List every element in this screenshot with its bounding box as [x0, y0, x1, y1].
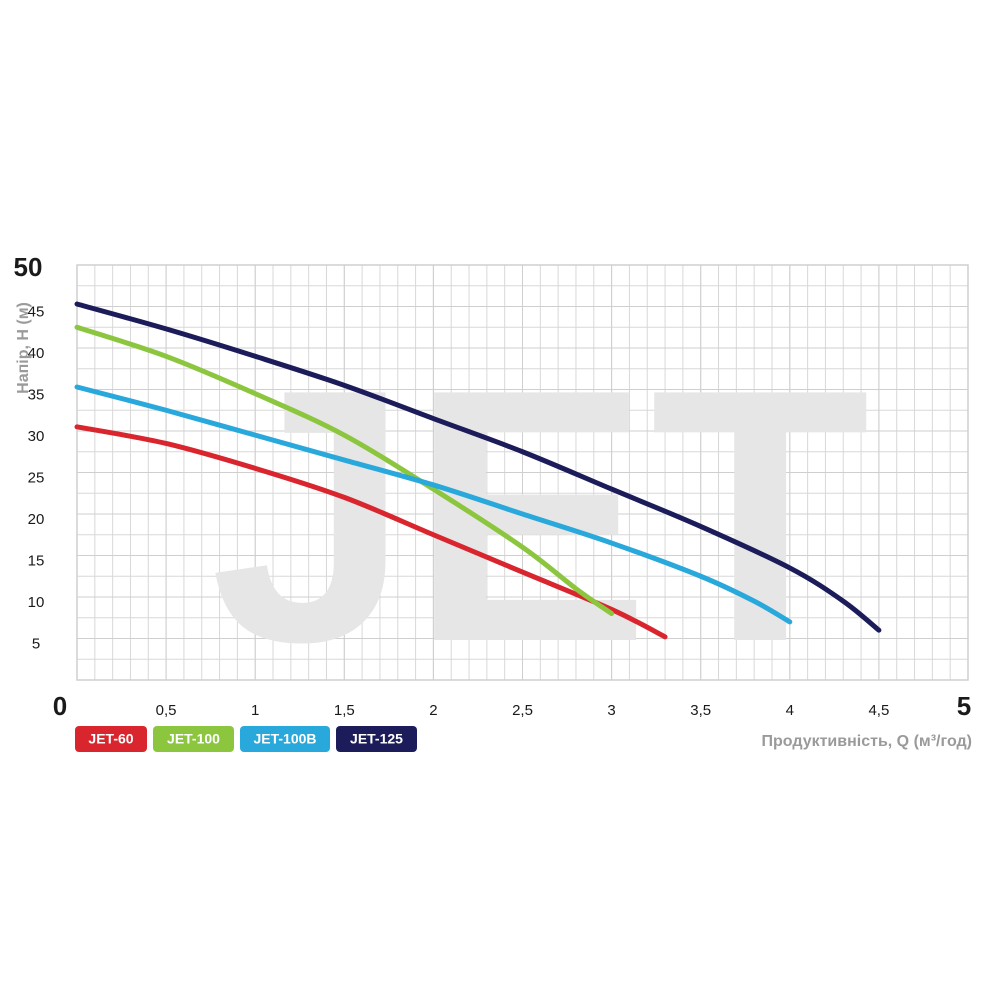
y-tick-label: 45: [28, 303, 45, 320]
x-tick-label: 1: [251, 702, 259, 719]
legend-label: JET-100: [167, 731, 220, 747]
y-tick-label: 20: [28, 511, 45, 528]
legend-label: JET-125: [350, 731, 403, 747]
legend-label: JET-100B: [253, 731, 316, 747]
legend-item: JET-125: [336, 726, 417, 752]
y-axis-label: Напір, H (м): [15, 302, 32, 394]
legend-item: JET-100B: [240, 726, 330, 752]
y-tick-label: 40: [28, 345, 45, 362]
legend-item: JET-60: [75, 726, 147, 752]
y-tick-label: 30: [28, 428, 45, 445]
x-tick-label: 2,5: [512, 702, 533, 719]
x-tick-label: 3,5: [690, 702, 711, 719]
x-tick-label: 0: [53, 691, 67, 721]
legend-swatch: [336, 726, 417, 752]
x-axis-label: Продуктивність, Q (м³/год): [762, 733, 973, 750]
y-tick-label: 35: [28, 386, 45, 403]
y-tick-label: 15: [28, 552, 45, 569]
x-tick-label: 2: [429, 702, 437, 719]
x-tick-label: 4,5: [868, 702, 889, 719]
legend-label: JET-60: [88, 731, 133, 747]
series-line: [74, 384, 793, 625]
series-line: [74, 301, 882, 633]
y-tick-label: 10: [28, 594, 45, 611]
x-tick-label: 5: [957, 691, 971, 721]
legend-item: JET-100: [153, 726, 234, 752]
series-line: [74, 324, 615, 617]
x-tick-label: 4: [786, 702, 794, 719]
watermark: JET: [210, 315, 870, 717]
x-tick-label: 0,5: [156, 702, 177, 719]
y-tick-label: 5: [32, 635, 40, 652]
legend-swatch: [75, 726, 147, 752]
legend-swatch: [240, 726, 330, 752]
legend-swatch: [153, 726, 234, 752]
x-tick-label: 3: [607, 702, 615, 719]
y-tick-label: 50: [14, 252, 43, 282]
x-tick-label: 1,5: [334, 702, 355, 719]
y-tick-label: 25: [28, 469, 45, 486]
